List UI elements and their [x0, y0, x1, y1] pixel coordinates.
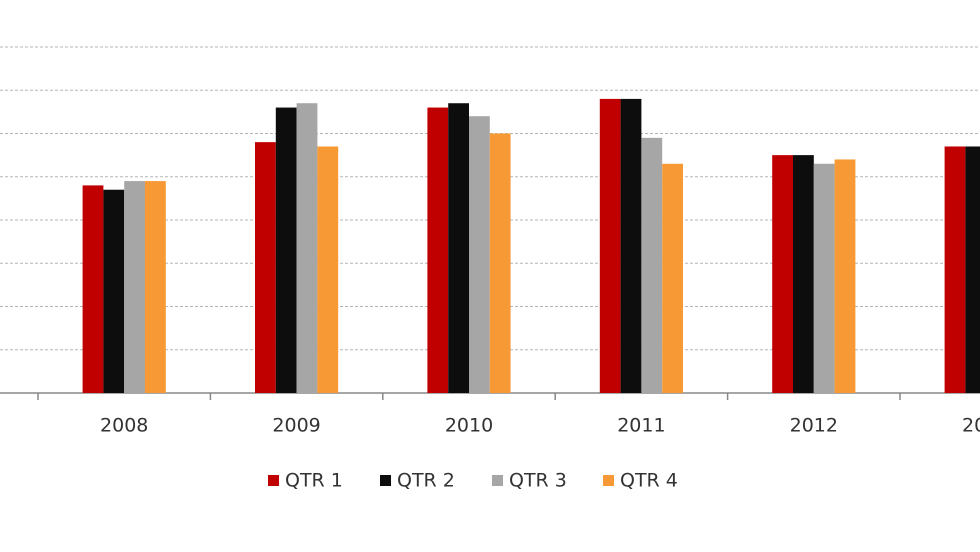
bar	[427, 107, 449, 394]
x-tick-label: 2008	[100, 415, 148, 437]
bar	[317, 146, 339, 393]
legend-swatch	[380, 475, 391, 486]
x-tick-label: 2012	[790, 415, 838, 437]
bar	[944, 146, 966, 393]
bar	[296, 103, 318, 393]
legend-label: QTR 4	[620, 470, 678, 492]
legend-swatch	[492, 475, 503, 486]
bar	[772, 155, 793, 393]
bar	[145, 181, 166, 393]
bar	[469, 116, 490, 393]
bar	[834, 159, 856, 393]
legend-label: QTR 3	[509, 470, 567, 492]
legend-swatch	[603, 475, 614, 486]
bar	[448, 103, 469, 393]
x-tick-label: 2013	[962, 415, 980, 437]
bar	[489, 133, 511, 393]
legend-label: QTR 1	[285, 470, 343, 492]
bar	[620, 98, 642, 394]
bar	[124, 181, 145, 393]
bar	[599, 98, 621, 394]
bar	[275, 107, 297, 394]
x-tick-label: 2011	[617, 415, 665, 437]
x-tick-label: 2009	[272, 415, 320, 437]
bar	[662, 163, 683, 393]
bar	[641, 137, 663, 393]
bar	[82, 185, 104, 393]
legend-swatch	[268, 475, 279, 486]
bar	[255, 142, 276, 393]
bar	[793, 155, 814, 393]
x-tick-label: 2010	[445, 415, 493, 437]
bar	[965, 146, 980, 393]
bar	[813, 163, 835, 393]
legend-label: QTR 2	[397, 470, 455, 492]
bar	[103, 189, 125, 393]
